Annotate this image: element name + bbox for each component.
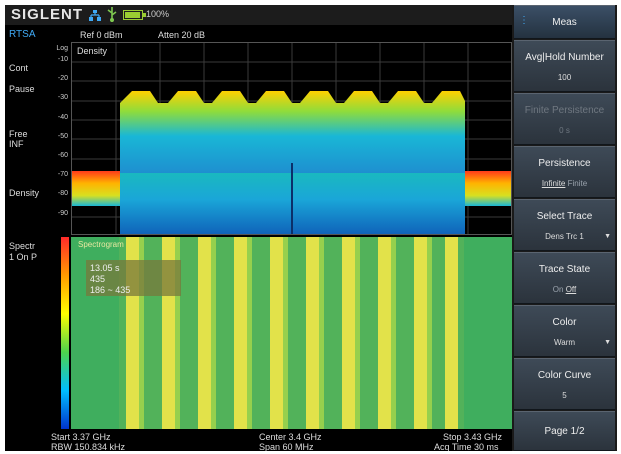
density-graphic [72, 43, 511, 234]
log-label: Log [56, 45, 68, 52]
trace-state-key[interactable]: Trace State On Off [514, 252, 615, 304]
analyzer-screen: SIGLENT 100% RTSA Cont Pause Free INF De… [5, 5, 617, 451]
color-key[interactable]: Color Warm ▼ [514, 305, 615, 357]
trace-state-label: Trace State [538, 264, 591, 275]
finite-persistence-value: 0 s [559, 126, 570, 135]
marker-time: 13.05 s [90, 263, 120, 273]
y-tick-label: -30 [57, 94, 68, 102]
mode-label: RTSA [9, 29, 36, 40]
spectr-label: Spectr [9, 241, 36, 251]
density-label: Density [9, 188, 40, 198]
battery-icon [123, 10, 146, 20]
density-plot [71, 42, 512, 235]
dropdown-arrow-icon: ▼ [604, 339, 611, 346]
softkey-menu: ⋮ Meas Avg|Hold Number 100 Finite Persis… [512, 5, 617, 451]
avg-hold-number-key[interactable]: Avg|Hold Number 100 [514, 40, 615, 92]
y-tick-label: -10 [57, 56, 68, 63]
select-trace-value: Dens Trc 1 [545, 232, 584, 241]
color-curve-value: 5 [562, 391, 567, 400]
color-label: Color [552, 317, 577, 328]
start-freq: Start 3.37 GHz [51, 432, 111, 442]
select-trace-key[interactable]: Select Trace Dens Trc 1 ▼ [514, 199, 615, 251]
stop-freq: Stop 3.43 GHz [443, 432, 503, 442]
finite-persistence-label: Finite Persistence [524, 105, 605, 116]
ref-level: Ref 0 dBm [80, 30, 123, 40]
spectrogram-graphic [71, 237, 512, 429]
usb-icon [107, 7, 117, 22]
persistence-key[interactable]: Persistence Infinite Finite [514, 146, 615, 198]
cont-label: Cont [9, 63, 29, 73]
pause-label: Pause [9, 84, 35, 94]
network-icon [89, 10, 101, 21]
inf-label: INF [9, 139, 24, 149]
persistence-options: Infinite Finite [514, 179, 615, 188]
density-plot-title: Density [77, 46, 108, 56]
spectr-state: 1 On P [9, 252, 38, 262]
menu-title-meas[interactable]: ⋮ Meas [514, 5, 615, 39]
dropdown-arrow-icon: ▼ [604, 233, 611, 240]
trace-state-off: Off [565, 285, 577, 294]
spectrogram-label: Spectrogram [78, 240, 124, 249]
center-freq: Center 3.4 GHz [259, 432, 322, 442]
persistence-finite: Finite [567, 179, 588, 188]
trace-state-on: On [552, 285, 564, 294]
menu-title-label: Meas [552, 17, 577, 28]
marker-readout [86, 260, 181, 296]
marker-range: 186 ~ 435 [90, 285, 131, 295]
avg-hold-label: Avg|Hold Number [525, 52, 604, 63]
free-label: Free [9, 129, 28, 139]
spectrogram-plot [71, 237, 512, 429]
brand-logo: SIGLENT [11, 6, 84, 23]
page-key[interactable]: Page 1/2 [514, 411, 615, 451]
y-tick-label: -70 [57, 171, 68, 179]
marker-value: 435 [90, 274, 106, 284]
persistence-label: Persistence [538, 158, 591, 169]
acq-time: Acq Time 30 ms [434, 442, 499, 451]
status-bar: SIGLENT 100% [5, 5, 512, 25]
finite-persistence-key[interactable]: Finite Persistence 0 s [514, 93, 615, 145]
y-tick-label: -20 [57, 75, 68, 83]
trace-state-options: On Off [514, 285, 615, 294]
menu-marker-icon: ⋮ [519, 15, 529, 26]
y-tick-label: -60 [57, 152, 68, 159]
persistence-infinite: Infinite [541, 179, 566, 188]
avg-hold-value: 100 [557, 73, 572, 82]
color-curve-key[interactable]: Color Curve 5 [514, 358, 615, 410]
y-tick-label: -50 [57, 132, 68, 140]
y-tick-label: -80 [57, 190, 68, 198]
color-scale-bar [61, 237, 69, 429]
rbw: RBW 150.834 kHz [51, 442, 126, 451]
span: Span 60 MHz [259, 442, 314, 451]
page-label: Page 1/2 [544, 426, 585, 437]
color-curve-label: Color Curve [537, 370, 592, 381]
y-tick-label: -40 [57, 113, 68, 121]
select-trace-label: Select Trace [536, 211, 593, 222]
attenuation: Atten 20 dB [158, 30, 206, 40]
y-tick-label: -90 [57, 209, 68, 217]
color-value: Warm [553, 338, 576, 347]
battery-percent: 100% [146, 9, 170, 19]
